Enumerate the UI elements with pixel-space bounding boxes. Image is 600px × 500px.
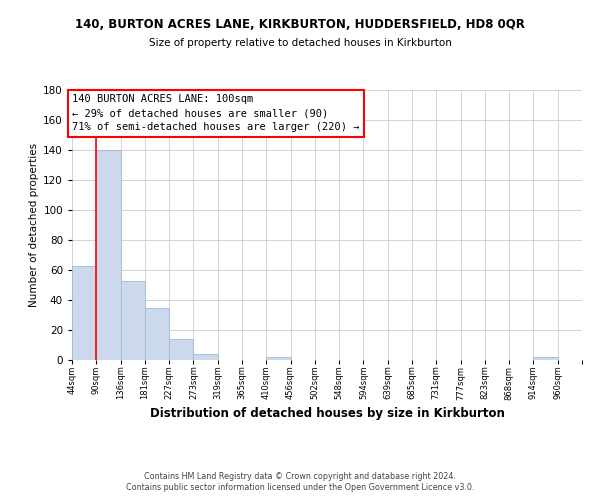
- Bar: [193, 354, 218, 360]
- X-axis label: Distribution of detached houses by size in Kirkburton: Distribution of detached houses by size …: [149, 406, 505, 420]
- Bar: [145, 308, 169, 360]
- Bar: [72, 266, 96, 360]
- Text: Contains public sector information licensed under the Open Government Licence v3: Contains public sector information licen…: [126, 483, 474, 492]
- Text: Contains HM Land Registry data © Crown copyright and database right 2024.: Contains HM Land Registry data © Crown c…: [144, 472, 456, 481]
- Text: Size of property relative to detached houses in Kirkburton: Size of property relative to detached ho…: [149, 38, 451, 48]
- Bar: [96, 150, 121, 360]
- Bar: [169, 339, 193, 360]
- Bar: [266, 357, 290, 360]
- Y-axis label: Number of detached properties: Number of detached properties: [29, 143, 39, 307]
- Text: 140, BURTON ACRES LANE, KIRKBURTON, HUDDERSFIELD, HD8 0QR: 140, BURTON ACRES LANE, KIRKBURTON, HUDD…: [75, 18, 525, 30]
- Bar: [533, 357, 558, 360]
- Bar: [121, 280, 145, 360]
- Text: 140 BURTON ACRES LANE: 100sqm
← 29% of detached houses are smaller (90)
71% of s: 140 BURTON ACRES LANE: 100sqm ← 29% of d…: [73, 94, 360, 132]
